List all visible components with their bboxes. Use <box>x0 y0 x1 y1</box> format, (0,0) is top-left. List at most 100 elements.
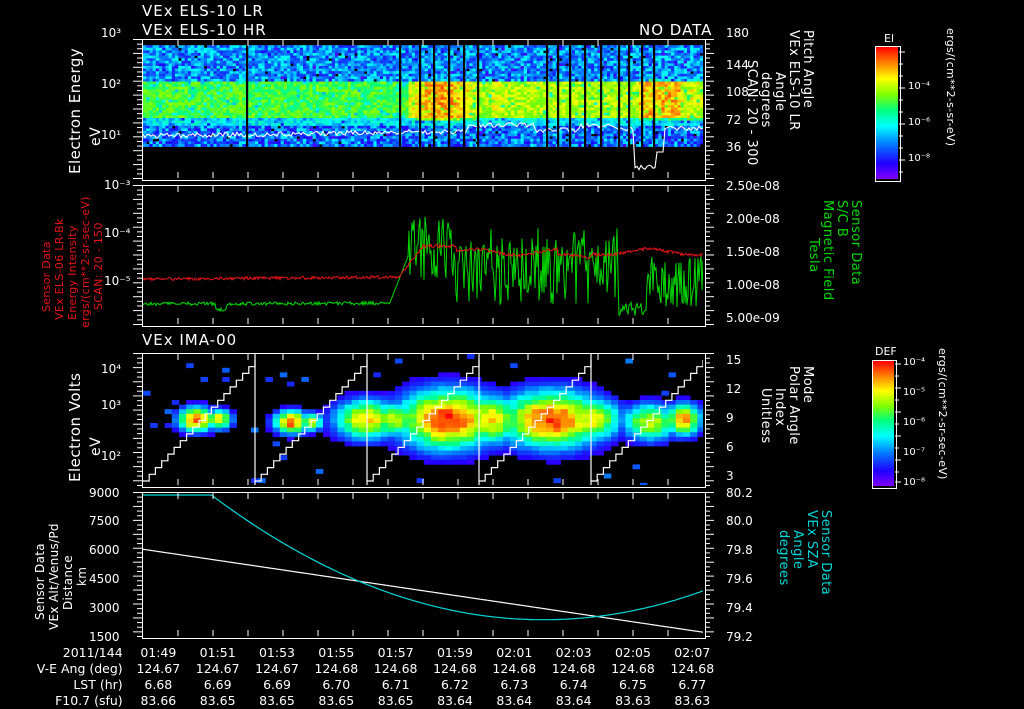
panel2-right-tick-2: 1.50e-08 <box>726 245 780 259</box>
panel2-right-tick-0: 2.50e-08 <box>726 179 780 193</box>
panel1-right-tick-2: 108 <box>726 85 749 99</box>
panel1-colorbar-gradient <box>876 47 898 179</box>
panel4-ytick-0: 9000 <box>89 486 120 500</box>
axis-minor-ticks <box>131 353 142 486</box>
time-axis-cell: 124.68 <box>611 661 655 676</box>
time-axis-row-header: 2011/144 <box>62 645 123 660</box>
panel2-right-label-tesla: Tesla <box>806 238 821 273</box>
panel2-plot-svg <box>143 186 703 324</box>
panel4-ytick-4: 3000 <box>89 601 120 615</box>
panel3-colorbar-gradient <box>873 361 894 486</box>
panel1-colorbar[interactable] <box>875 46 901 182</box>
panel3-right-tick-4: 3 <box>726 469 734 483</box>
panel3-cb-tick-1: 10⁻⁵ <box>903 387 926 398</box>
panel4-altitude-sza[interactable] <box>142 492 706 639</box>
panel3-ion-spectrogram[interactable] <box>142 353 706 488</box>
panel3-title: VEx IMA-00 <box>142 331 238 349</box>
time-axis-cell: 124.67 <box>195 661 240 676</box>
panel3-plot-svg <box>143 354 703 485</box>
panel4-right-tick-5: 79.2 <box>726 630 753 644</box>
panel2-right-label-magnetic-field: Magnetic Field <box>820 200 835 301</box>
panel1-right-tick-4: 36 <box>726 140 742 154</box>
panel3-y-axis-label: Electron Volts <box>66 372 84 482</box>
panel3-colorbar[interactable] <box>872 360 897 489</box>
panel4-plot-svg <box>143 493 703 636</box>
panel1-cb-tick-2: 10⁻⁸ <box>908 153 931 164</box>
time-axis-cell: 6.75 <box>619 677 647 692</box>
panel2-right-tick-4: 5.00e-09 <box>726 311 780 325</box>
time-axis-cell: 83.65 <box>259 693 295 708</box>
panel4-left-label-sensor-data: Sensor Data <box>33 543 47 620</box>
time-axis-cell: 6.70 <box>322 677 351 692</box>
time-axis-cell: 01:57 <box>377 645 414 660</box>
panel3-cb-tick-3: 10⁻⁷ <box>903 447 926 458</box>
panel2-timeseries[interactable] <box>142 185 706 327</box>
panel1-right-label-angle: Angle <box>772 72 787 112</box>
panel1-title-hr: VEx ELS-10 HR <box>142 21 267 39</box>
panel4-right-tick-4: 79.4 <box>726 601 753 615</box>
panel1-cb-tick-1: 10⁻⁶ <box>908 117 931 128</box>
panel3-right-label-mode: Mode <box>800 366 815 404</box>
axis-minor-ticks <box>131 492 142 637</box>
panel1-ytick-1: 10² <box>101 77 122 91</box>
panel2-left-label-quantity: Energy Intensity <box>66 225 79 320</box>
time-axis-cell: 124.67 <box>255 661 299 676</box>
panel3-colorbar-units: ergs/(cm**2-sr-sec-eV) <box>936 348 949 480</box>
time-axis-row: LST (hr) 6.68 6.69 6.69 6.70 6.71 6.72 6.73 6.74… <box>6 677 722 693</box>
panel4-ytick-3: 4500 <box>89 572 120 586</box>
panel2-left-label-units: ergs/(cm**2-sr-sec-eV) <box>79 196 92 328</box>
time-axis-cell: 124.68 <box>492 661 537 676</box>
panel3-right-label-index: Index <box>772 388 787 427</box>
time-axis-cell: 83.64 <box>555 693 592 708</box>
panel2-right-label-sc-b: S/C B <box>834 200 849 238</box>
panel3-colorbar-title: DEF <box>875 345 897 358</box>
panel2-ytick-0: 10⁻³ <box>104 178 131 192</box>
time-axis-cell: 83.64 <box>437 693 473 708</box>
panel3-right-tick-2: 9 <box>726 411 734 425</box>
panel1-ytick-2: 10¹ <box>101 128 122 142</box>
time-axis-cell: 01:59 <box>436 645 473 660</box>
panel4-right-tick-2: 79.8 <box>726 543 753 557</box>
panel1-y-axis-label: Electron Energy <box>66 47 84 174</box>
panel2-right-tick-1: 2.00e-08 <box>726 212 780 226</box>
time-axis-cell: 6.74 <box>559 677 588 692</box>
panel1-spectrogram[interactable] <box>142 39 706 181</box>
time-axis-cell: 01:49 <box>140 645 177 660</box>
axis-minor-ticks <box>131 39 142 179</box>
panel3-ytick-2: 10² <box>101 449 122 463</box>
panel3-right-label-polar-angle: Polar Angle <box>786 366 801 445</box>
panel1-right-tick-1: 144 <box>726 58 749 72</box>
time-axis-cell: 83.66 <box>140 693 177 708</box>
time-axis-cell: 01:51 <box>199 645 236 660</box>
time-axis-cell: 01:55 <box>318 645 355 660</box>
panel2-left-label-scan: SCAN: 20 - 150 <box>92 222 105 310</box>
panel4-right-label-sensor-data: Sensor Data <box>818 510 833 596</box>
panel3-right-tick-1: 12 <box>726 382 742 396</box>
panel1-nodata-label: NO DATA <box>639 21 713 39</box>
panel4-left-label-sensor-name: VEx Alt/Venus/Pd <box>47 523 61 630</box>
time-axis-cell: 124.68 <box>433 661 477 676</box>
panel1-plot-svg <box>143 40 703 178</box>
panel1-title-lr: VEx ELS-10 LR <box>142 2 264 20</box>
time-axis-row-header: V-E Ang (deg) <box>36 661 123 676</box>
panel1-right-label-pitch-angle: Pitch Angle <box>800 30 815 109</box>
time-axis-row: 2011/144 01:49 01:51 01:53 01:55 01:57 01:59 02… <box>6 645 722 661</box>
panel1-cb-tick-0: 10⁻⁴ <box>908 81 931 92</box>
panel4-right-tick-1: 80.0 <box>726 514 753 528</box>
time-axis-cell: 124.67 <box>136 661 181 676</box>
panel4-ytick-5: 1500 <box>89 630 120 644</box>
time-axis-cell: 124.68 <box>670 661 715 676</box>
panel3-ytick-1: 10³ <box>101 398 122 412</box>
time-axis-cell: 6.77 <box>678 677 707 692</box>
panel2-left-label-sensor-name: VEx ELS-06 LR-Bk <box>53 218 66 320</box>
axis-minor-ticks <box>705 492 716 637</box>
time-axis-cell: 83.64 <box>496 693 533 708</box>
time-axis-cell: 83.65 <box>377 693 414 708</box>
panel4-ytick-1: 7500 <box>89 514 120 528</box>
axis-minor-ticks <box>131 185 142 325</box>
time-axis-row: V-E Ang (deg) 124.67 124.67 124.67 124.68 124… <box>6 661 722 677</box>
panel4-right-label-angle: Angle <box>790 530 805 570</box>
time-axis-cell: 83.63 <box>674 693 711 708</box>
panel4-right-tick-3: 79.6 <box>726 572 753 586</box>
time-axis-cell: 124.68 <box>373 661 418 676</box>
